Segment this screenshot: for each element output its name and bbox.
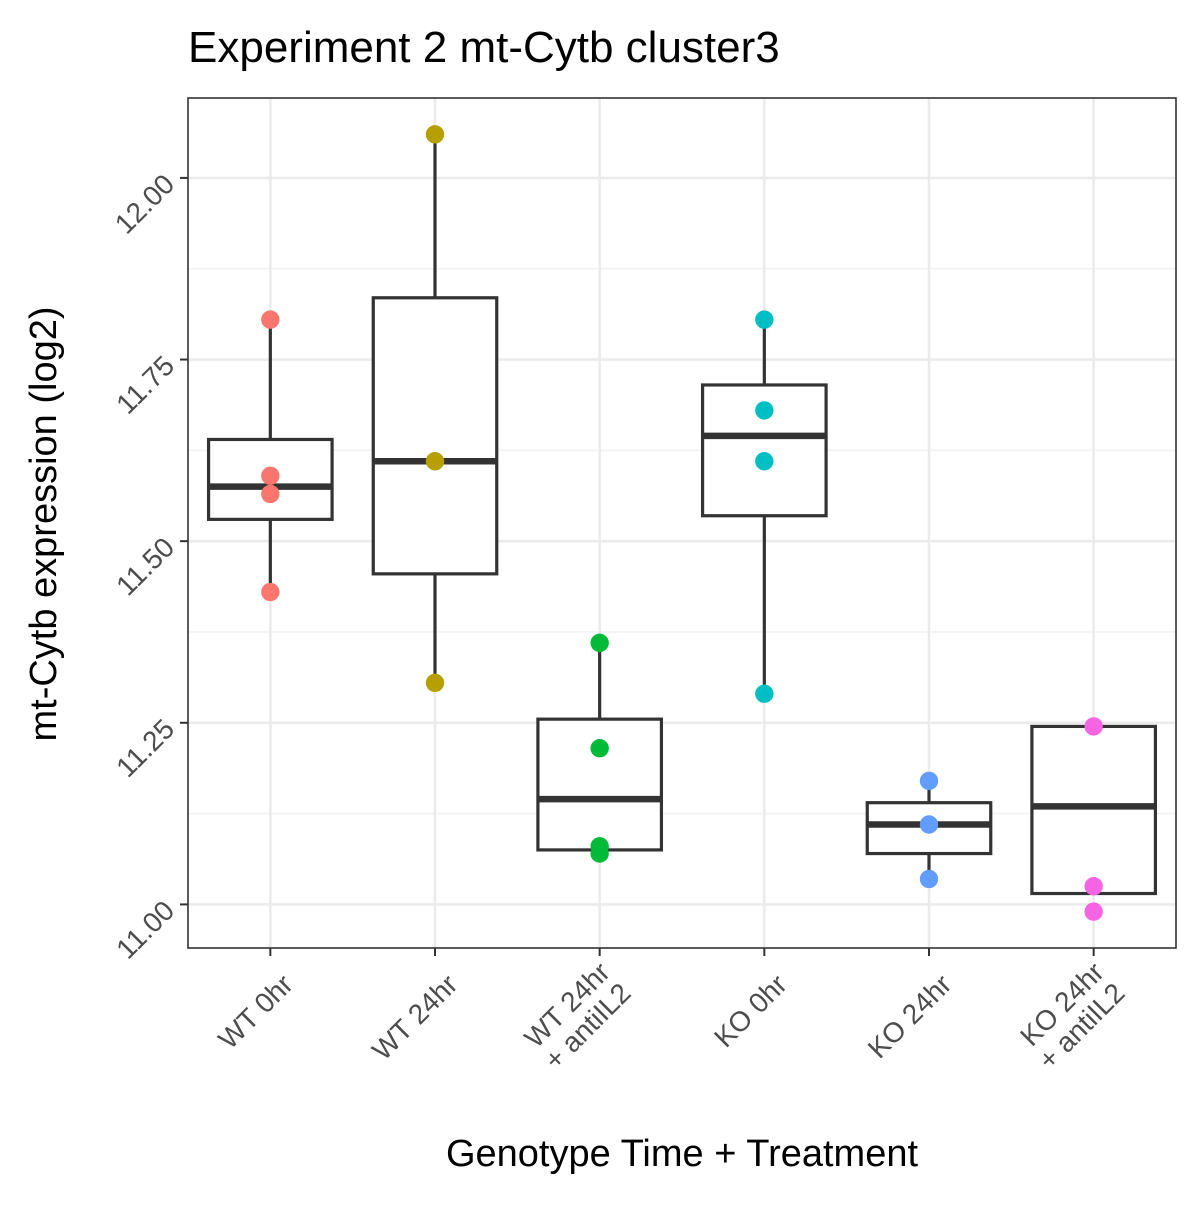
data-point — [919, 771, 939, 791]
data-point — [261, 582, 280, 602]
data-point — [425, 452, 445, 471]
box-group — [371, 134, 499, 683]
data-point — [919, 815, 939, 834]
data-point — [755, 452, 774, 471]
data-point — [1084, 717, 1103, 736]
box-group — [1030, 724, 1158, 896]
data-point — [261, 310, 280, 329]
x-axis-title: Genotype Time + Treatment — [446, 1133, 919, 1175]
chart-title: Experiment 2 mt-Cytb cluster3 — [188, 23, 780, 72]
data-point — [755, 310, 774, 329]
box-iqr — [536, 717, 664, 852]
data-point — [1084, 902, 1103, 921]
data-point — [425, 125, 445, 144]
data-point — [261, 466, 280, 485]
data-point — [755, 401, 774, 420]
box-group — [865, 780, 993, 879]
panel-border — [187, 97, 1177, 949]
y-axis-title: mt-Cytb expression (log2) — [23, 306, 65, 741]
data-point — [425, 673, 445, 693]
data-point — [1084, 877, 1103, 896]
data-point — [261, 484, 280, 504]
data-point — [919, 869, 939, 889]
data-point — [590, 739, 609, 758]
data-point — [755, 684, 774, 703]
data-point — [590, 633, 609, 653]
data-points — [261, 125, 1103, 921]
box-iqr — [1030, 724, 1158, 896]
data-point — [590, 844, 609, 863]
box-iqr — [371, 296, 499, 576]
